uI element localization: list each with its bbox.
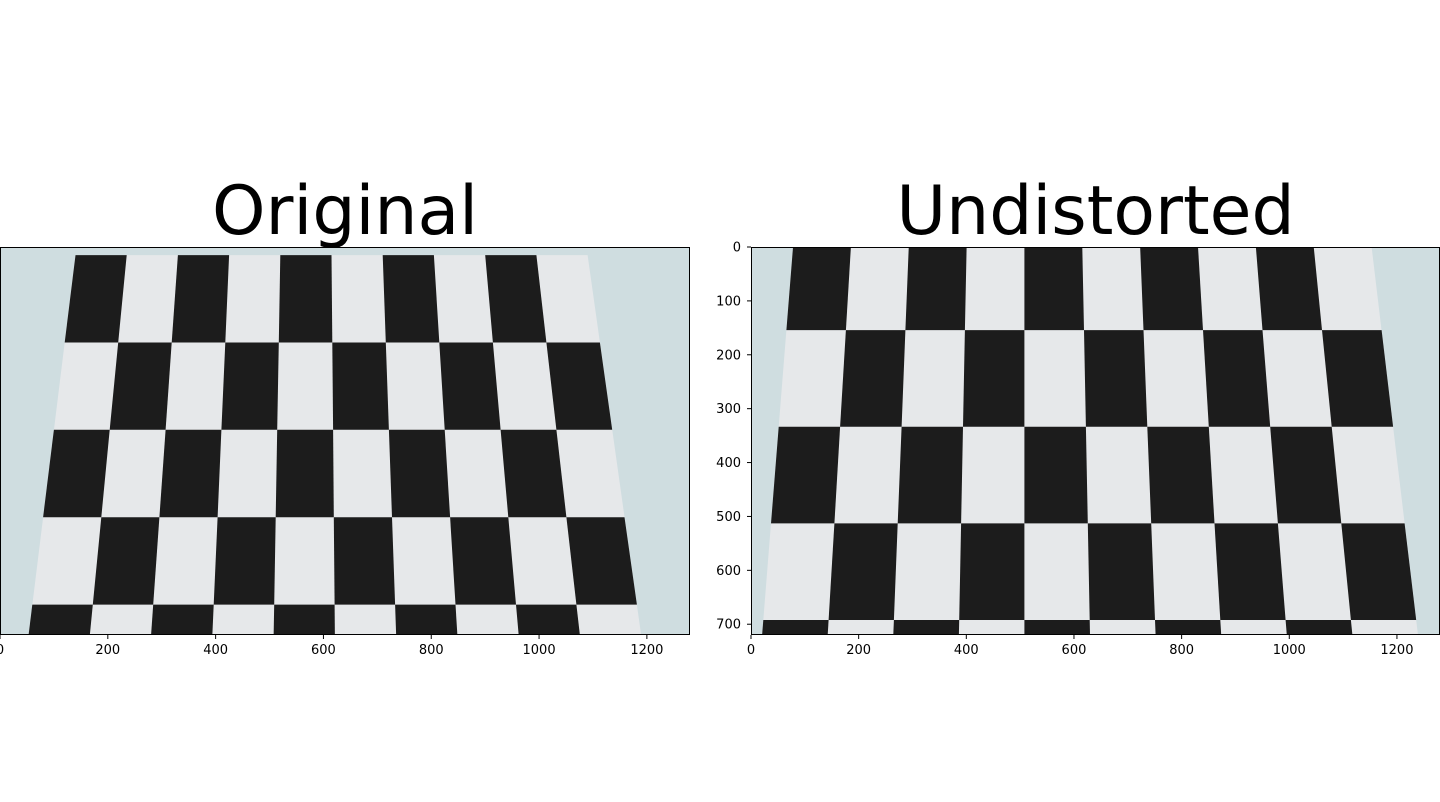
panel-title-original: Original [211, 172, 479, 251]
chessboard-square [213, 517, 276, 605]
chessboard-square [1322, 330, 1394, 427]
chessboard-square [485, 255, 547, 343]
x-tick-label: 400 [954, 643, 979, 658]
chessboard-square [771, 426, 841, 524]
original-image-plot: 0 200 400 600 800 1000 1200 [0, 247, 690, 658]
chessboard-square [1140, 247, 1203, 331]
x-tick-label: 200 [95, 643, 120, 658]
chessboard-square [840, 330, 906, 427]
x-tick-label: 800 [1169, 643, 1194, 658]
y-tick-label: 200 [716, 348, 741, 363]
panel-title-undistorted: Undistorted [896, 172, 1295, 251]
chessboard-square [206, 692, 273, 779]
chessboard-square [1024, 247, 1084, 331]
y-tick-label: 0 [733, 241, 741, 256]
x-tick-label: 600 [311, 643, 336, 658]
chessboard-square [1203, 330, 1271, 427]
chessboard-square [1341, 523, 1417, 620]
chessboard-square [450, 517, 516, 605]
chessboard-square [955, 717, 1024, 802]
axes-frame [0, 247, 690, 635]
chessboard-square [1147, 426, 1215, 524]
y-tick-label: 300 [716, 402, 741, 417]
chessboard-square [1285, 620, 1353, 635]
chessboard-square [151, 604, 214, 635]
original-image-panel: 0 200 400 600 800 1000 1200 [0, 247, 690, 658]
chessboard-square [786, 247, 851, 331]
chessboard-square [439, 342, 501, 430]
chessboard-square [893, 620, 960, 635]
chessboard-square [963, 330, 1025, 427]
chessboard-square [1087, 523, 1155, 620]
x-tick-label: 0 [0, 643, 4, 658]
chessboard-square [270, 779, 337, 802]
chessboard-square [1024, 426, 1088, 524]
y-tick-label: 100 [716, 294, 741, 309]
chessboard-square [959, 523, 1025, 620]
undistorted-image [751, 247, 1440, 802]
x-tick-label: 1200 [630, 643, 663, 658]
chessboard-square [64, 255, 127, 343]
x-tick-label: 200 [846, 643, 871, 658]
chessboard-square [516, 604, 580, 635]
chessboard-square [92, 517, 160, 605]
chessboard-square [828, 523, 898, 620]
x-tick-label: 400 [203, 643, 228, 658]
chessboard-square [1024, 620, 1091, 635]
chessboard-square [546, 342, 613, 430]
undistorted-image-panel: 0 200 400 600 800 1000 1200 0 100 200 300 400 500 600… [716, 241, 1440, 658]
chessboard-square [1155, 620, 1222, 635]
chessboard-square [332, 342, 389, 430]
y-tick-label: 600 [716, 564, 741, 579]
chessboard-square [333, 517, 396, 605]
chessboard-square [0, 779, 76, 802]
chessboard-square [109, 342, 172, 430]
chessboard-square [28, 604, 93, 635]
x-tick-label: 0 [747, 643, 755, 658]
original-image [0, 247, 690, 802]
chessboard-square [278, 255, 333, 343]
chessboard-square [531, 779, 606, 802]
chessboard-square [395, 604, 458, 635]
chessboard-square [159, 429, 222, 518]
undistorted-image-plot: 0 200 400 600 800 1000 1200 0 100 200 300 400 500 600… [716, 241, 1440, 658]
chessboard-square [388, 429, 451, 518]
chessboard-square [275, 429, 334, 518]
x-tick-label: 1000 [523, 643, 556, 658]
chessboard-square [566, 517, 637, 605]
chessboard-square [817, 717, 890, 802]
chessboard-square [135, 779, 206, 802]
chessboard-square [221, 342, 279, 430]
x-tick-label: 800 [419, 643, 444, 658]
chessboard-square [273, 604, 335, 635]
chessboard-square [1084, 330, 1148, 427]
chessboard-square [1361, 717, 1440, 802]
x-tick-label: 600 [1062, 643, 1087, 658]
chessboard-square [43, 429, 110, 518]
chessboard-square [500, 429, 567, 518]
chessboard-square [897, 426, 963, 524]
chessboard-square [1092, 717, 1163, 802]
chessboard-square [401, 779, 472, 802]
chessboard-square [1226, 717, 1301, 802]
chessboard-square [1270, 426, 1342, 524]
chessboard-square [76, 692, 147, 779]
chessboard-square [335, 692, 401, 779]
chessboard-square [382, 255, 440, 343]
chessboard-square [1255, 247, 1322, 331]
x-tick-label: 1000 [1273, 643, 1306, 658]
x-tick-label: 1200 [1380, 643, 1413, 658]
chessboard-square [171, 255, 230, 343]
chessboard-square [461, 692, 532, 779]
y-tick-label: 400 [716, 456, 741, 471]
y-tick-label: 700 [716, 618, 741, 633]
chessboard-square [1214, 523, 1286, 620]
chessboard-square [586, 692, 661, 779]
y-tick-label: 500 [716, 510, 741, 525]
chessboard-square [762, 620, 829, 635]
chessboard-square [905, 247, 967, 331]
